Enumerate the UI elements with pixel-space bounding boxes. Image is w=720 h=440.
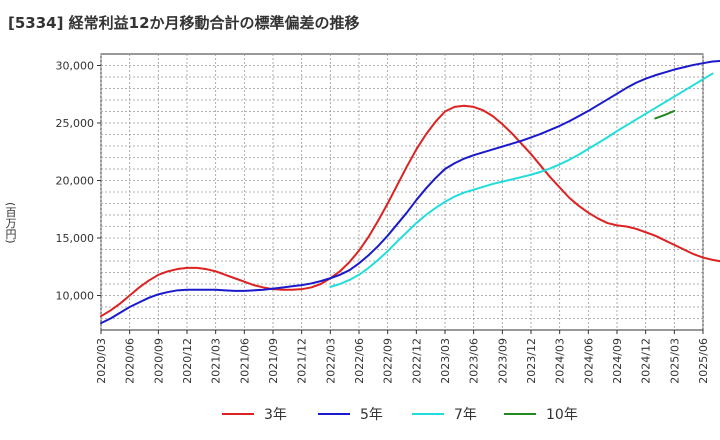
legend-swatch	[222, 413, 254, 415]
x-tick-label: 2021/06	[238, 338, 251, 384]
y-axis-label: (百万円)	[4, 202, 17, 244]
legend-item: 7年	[412, 402, 477, 426]
x-tick-label: 2021/03	[210, 338, 223, 384]
x-tick-label: 2023/06	[468, 338, 481, 384]
x-tick-label: 2022/12	[410, 338, 423, 384]
x-tick-label: 2021/09	[267, 338, 280, 384]
x-tick-label: 2022/09	[382, 338, 395, 384]
chart-title: [5334] 経常利益12か月移動合計の標準偏差の推移	[8, 14, 360, 32]
series-line-4	[654, 109, 676, 120]
x-tick-label: 2021/12	[296, 338, 309, 384]
y-tick-label: 30,000	[56, 60, 95, 73]
x-tick-label: 2022/03	[324, 338, 337, 384]
x-tick-label: 2022/06	[353, 338, 366, 384]
x-tick-label: 2023/03	[439, 338, 452, 384]
y-tick-label: 10,000	[56, 290, 95, 303]
x-tick-label: 2020/09	[152, 338, 165, 384]
y-tick-label: 25,000	[56, 117, 95, 130]
legend-item: 3年	[222, 402, 287, 426]
legend-item: 5年	[318, 402, 383, 426]
y-tick-label: 15,000	[56, 232, 95, 245]
x-tick-label: 2023/09	[496, 338, 509, 384]
x-tick-label: 2025/03	[668, 338, 681, 384]
series-line-2	[100, 60, 720, 325]
legend-swatch	[318, 413, 350, 415]
legend-swatch	[504, 413, 536, 415]
x-tick-label: 2024/06	[582, 338, 595, 384]
x-tick-label: 2023/12	[525, 338, 538, 384]
y-tick-label: 20,000	[56, 175, 95, 188]
x-tick-label: 2020/03	[95, 338, 108, 384]
legend-label: 5年	[360, 407, 383, 423]
series-line-3	[329, 72, 714, 288]
x-tick-label: 2020/12	[181, 338, 194, 384]
legend: 3年 5年 7年 10年	[0, 402, 720, 426]
legend-swatch	[412, 413, 444, 415]
legend-label: 7年	[454, 407, 477, 423]
x-tick-label: 2024/12	[640, 338, 653, 384]
legend-label: 3年	[264, 407, 287, 423]
x-tick-label: 2025/06	[697, 338, 710, 384]
x-tick-label: 2024/09	[611, 338, 624, 384]
series-line-1	[100, 104, 720, 318]
legend-item: 10年	[504, 402, 578, 426]
x-tick-label: 2024/03	[554, 338, 567, 384]
legend-label: 10年	[546, 407, 578, 423]
x-tick-label: 2020/06	[124, 338, 137, 384]
